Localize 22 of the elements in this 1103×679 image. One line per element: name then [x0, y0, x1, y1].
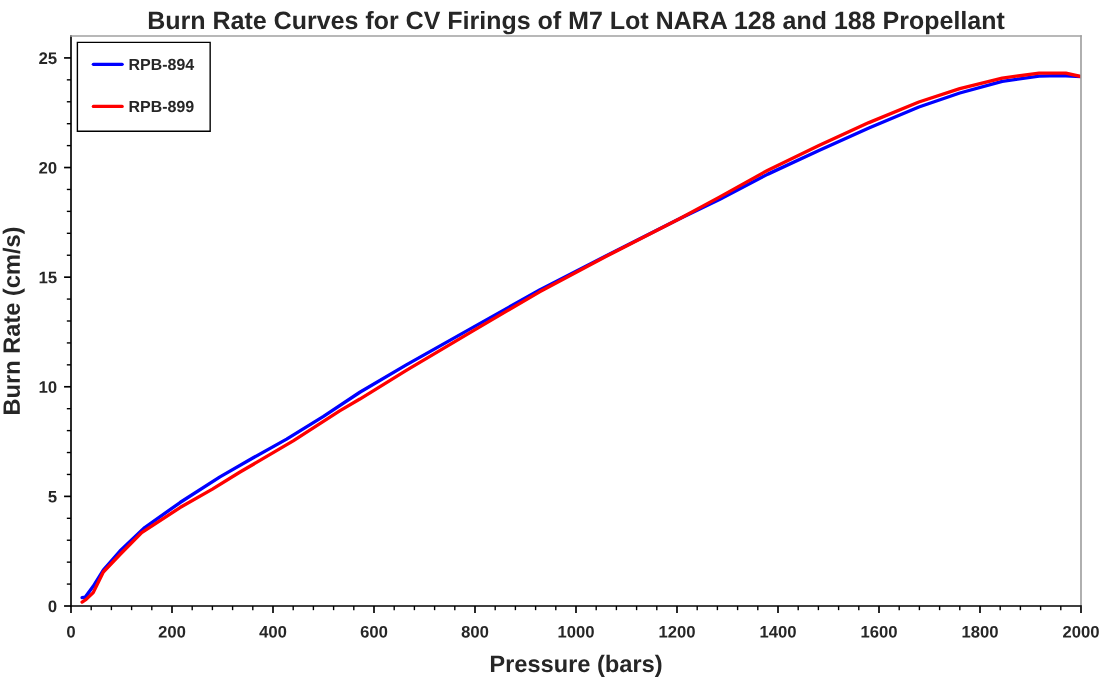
y-tick-label: 25 [39, 52, 57, 65]
legend-label: RPB-894 [129, 58, 195, 71]
y-axis-title: Burn Rate (cm/s) [2, 227, 25, 414]
x-tick-label: 1600 [861, 625, 897, 638]
y-tick-label: 0 [48, 600, 57, 613]
y-tick-label: 15 [39, 271, 57, 284]
x-tick-label: 1800 [962, 625, 998, 638]
x-tick-label: 1400 [760, 625, 796, 638]
legend-label: RPB-899 [129, 100, 194, 113]
x-tick-label: 2000 [1063, 625, 1099, 638]
x-axis-title: Pressure (bars) [490, 654, 662, 677]
x-tick-label: 200 [158, 625, 186, 638]
chart-title: Burn Rate Curves for CV Firings of M7 Lot NARA 128 and 188 Propellant [148, 10, 1005, 35]
x-tick-label: 400 [259, 625, 287, 638]
y-tick-label: 20 [39, 161, 57, 174]
x-tick-label: 600 [360, 625, 388, 638]
y-tick-label: 5 [48, 490, 57, 503]
x-tick-label: 800 [461, 625, 489, 638]
x-tick-label: 1200 [659, 625, 695, 638]
x-tick-label: 1000 [558, 625, 594, 638]
y-tick-label: 10 [39, 381, 57, 393]
x-tick-label: 0 [67, 625, 75, 638]
